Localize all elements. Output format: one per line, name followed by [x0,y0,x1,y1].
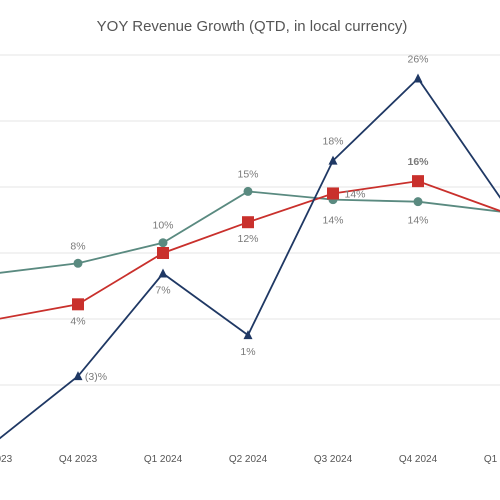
x-tick-label-1: Q4 2023 [59,454,98,465]
data-label-s2-3: 1% [240,346,255,358]
x-tick-label-6: Q1 2025 [484,454,500,465]
data-label-extra-0: 14% [344,188,365,200]
marker-s0-1 [158,238,168,248]
data-label-extra-1: 14% [322,215,343,227]
x-axis: Q3 2023 Q4 2023 Q1 2024 Q2 2024 Q3 2024 Q4 20… [0,454,500,465]
x-tick-label-5: Q4 2024 [399,454,438,465]
data-label-s0-3: 15% [237,168,258,180]
marker-s2-1 [158,268,168,278]
marker-s2-3 [328,155,338,165]
data-labels: 8% 10% 15% 4% 12% 16% (3)% 7% 1% 18% 26% 14% 14% 14% [70,54,429,384]
x-tick-label-2: Q1 2024 [144,454,183,465]
marker-s0-4 [413,197,423,207]
marker-s0-2 [243,186,253,196]
data-label-s1-1: 4% [70,315,85,327]
marker-s1-3 [327,187,339,200]
marker-s1-0 [72,298,84,311]
series-line-1 [0,180,500,320]
data-label-s0-1: 8% [70,240,85,252]
x-tick-label-4: Q3 2024 [314,454,353,465]
data-label-s1-5: 16% [407,156,429,168]
data-label-s2-5: 26% [407,54,428,66]
series-lines [0,77,500,440]
series-markers [72,73,424,381]
data-label-s0-2: 10% [152,220,173,232]
marker-s2-4 [413,73,423,83]
series-line-0 [0,190,500,274]
data-label-s2-1: (3)% [85,371,107,383]
x-tick-label-0: Q3 2023 [0,454,13,465]
data-label-s2-2: 7% [155,285,170,297]
chart-title: YOY Revenue Growth (QTD, in local curren… [97,18,408,35]
marker-s1-4 [412,175,424,188]
grid [0,54,500,386]
marker-s2-0 [73,371,83,381]
data-label-extra-2: 14% [407,215,428,227]
x-tick-label-3: Q2 2024 [229,454,268,465]
data-label-s1-3: 12% [237,233,258,245]
marker-s0-0 [73,258,83,268]
data-label-s2-4: 18% [322,136,343,148]
marker-s1-1 [157,247,169,259]
marker-s1-2 [242,216,254,229]
series-line-2 [0,77,500,440]
marker-s2-2 [243,330,253,340]
